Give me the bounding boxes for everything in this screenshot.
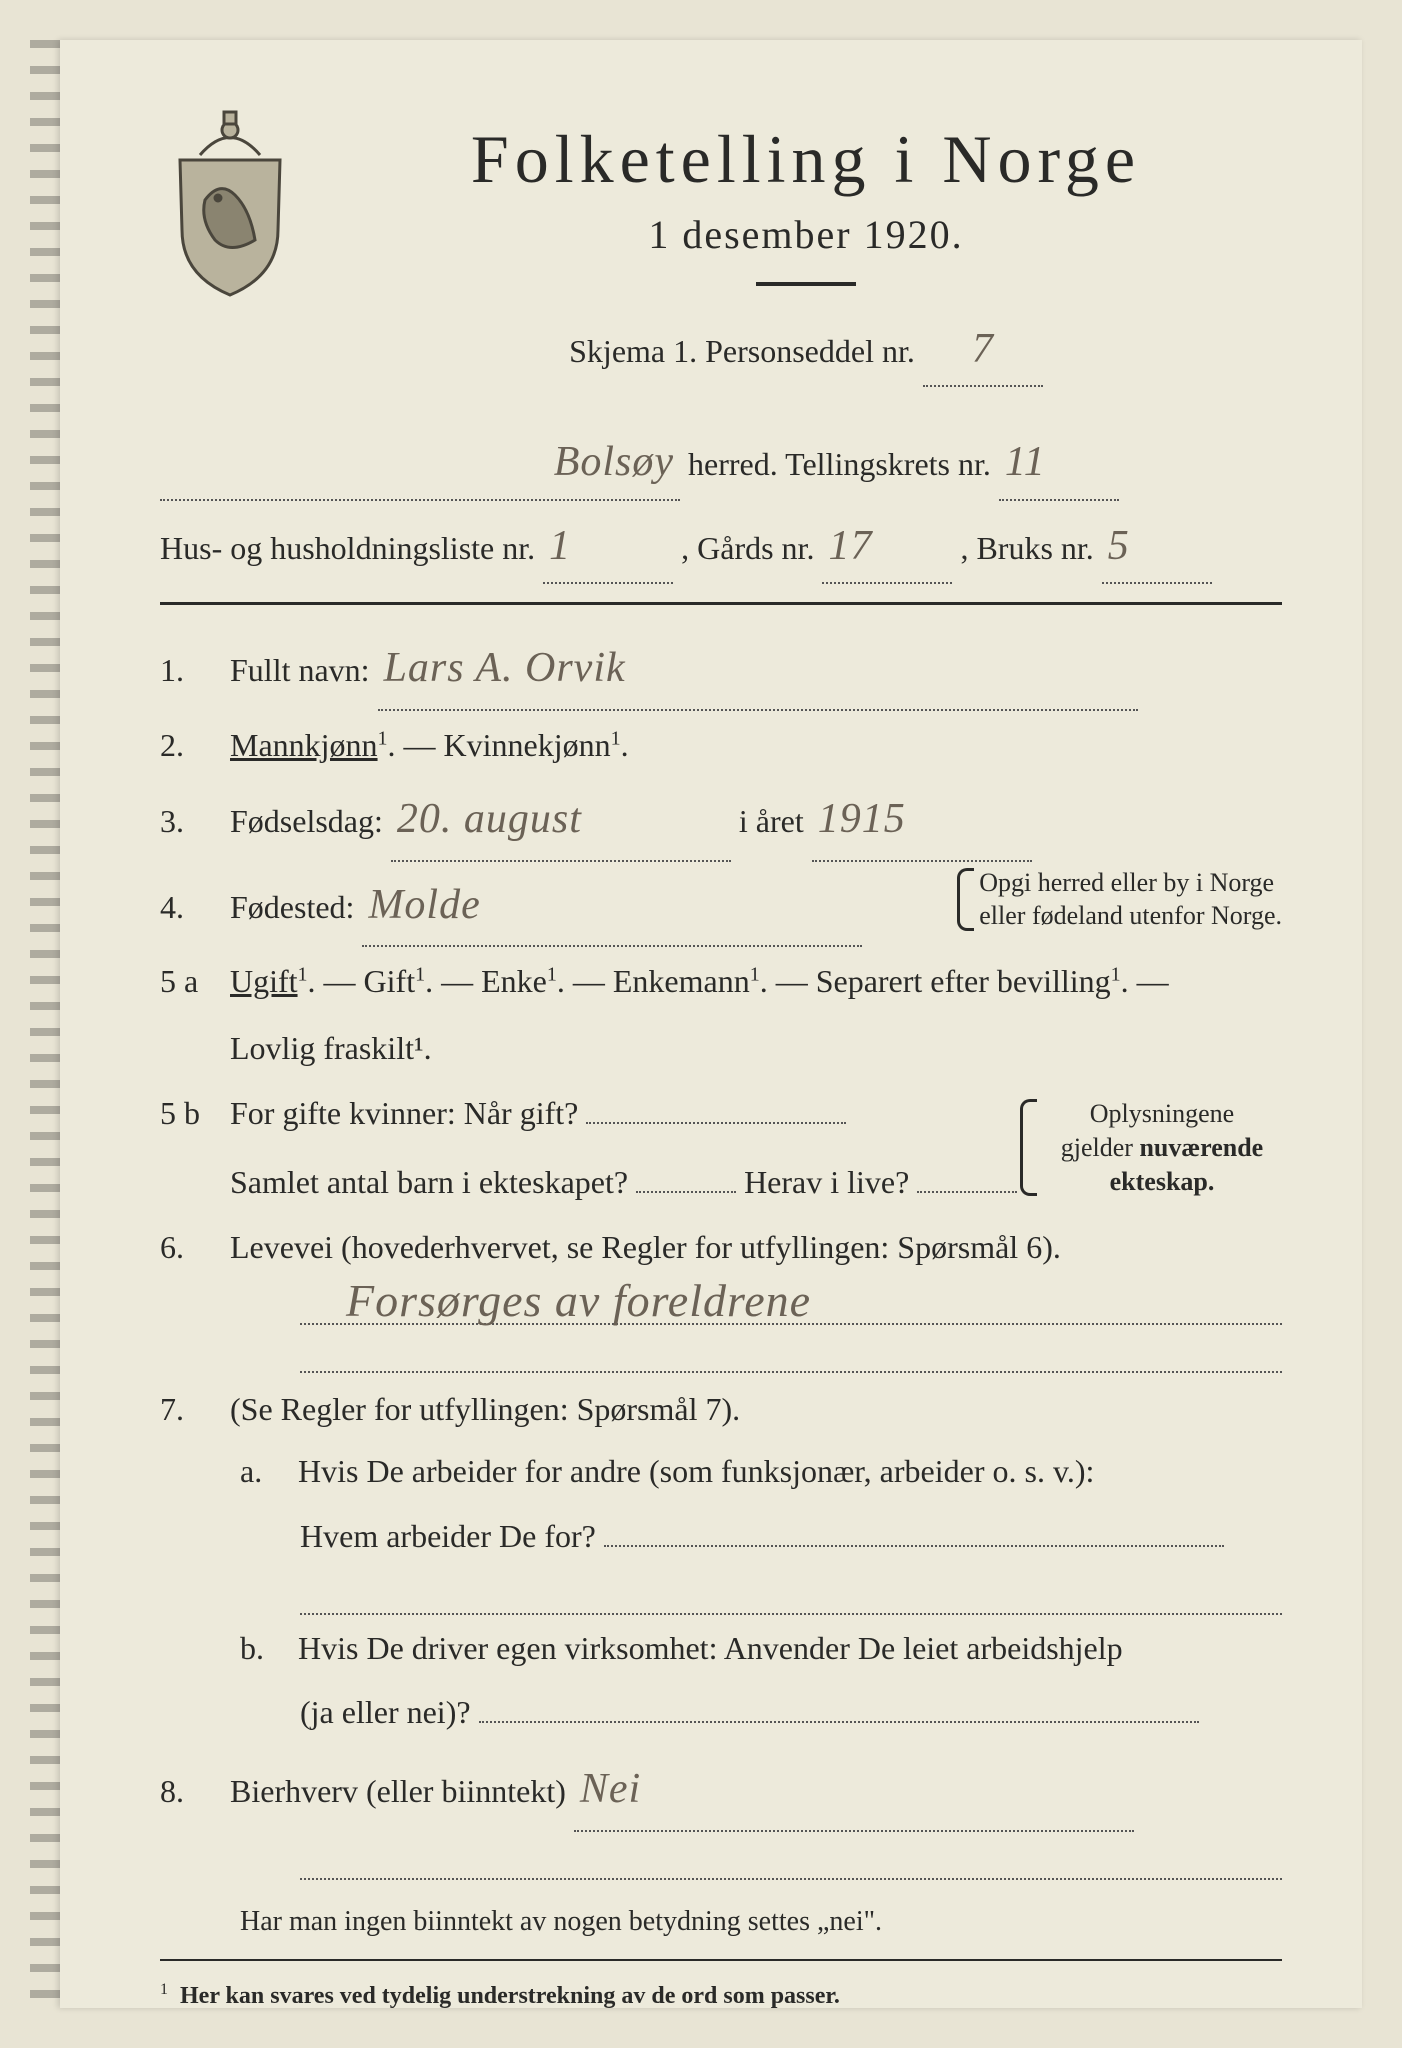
header: Folketelling i Norge 1 desember 1920. Sk…	[160, 100, 1282, 397]
question-8: 8. Bierhverv (eller biinntekt) Nei	[160, 1750, 1282, 1832]
footnote: 1 Her kan svares ved tydelig understrekn…	[160, 1981, 1282, 2010]
q2-mann: Mannkjønn	[230, 727, 378, 763]
q7a-fill	[300, 1573, 1282, 1615]
herred-name: Bolsøy	[548, 439, 680, 485]
personseddel-nr: 7	[966, 326, 1000, 372]
q4-note: Opgi herred eller by i Norge eller fødel…	[957, 866, 1282, 934]
question-6: 6. Levevei (hovederhvervet, se Regler fo…	[160, 1217, 1282, 1278]
qnum-5a: 5 a	[160, 951, 230, 1012]
question-5a: 5 a Ugift1. — Gift1. — Enke1. — Enkemann…	[160, 951, 1282, 1079]
q5b-note-l1: Oplysningene	[1042, 1097, 1282, 1131]
q5b-l2a: Samlet antal barn i ekteskapet?	[230, 1164, 628, 1200]
q4-note-l2: eller fødeland utenfor Norge.	[979, 899, 1282, 933]
gards-label: , Gårds nr.	[681, 530, 814, 566]
husliste-label: Hus- og husholdningsliste nr.	[160, 530, 535, 566]
q4-note-l1: Opgi herred eller by i Norge	[979, 866, 1282, 900]
footnote-marker: 1	[160, 1981, 168, 1998]
bruks-label: , Bruks nr.	[960, 530, 1093, 566]
q3-label-a: Fødselsdag:	[230, 803, 383, 839]
husliste-line: Hus- og husholdningsliste nr. 1 , Gårds …	[160, 511, 1282, 584]
q3-year: 1915	[812, 796, 912, 842]
document-page: Folketelling i Norge 1 desember 1920. Sk…	[60, 40, 1362, 2008]
question-7b-line2: (ja eller nei)?	[300, 1685, 1282, 1739]
title-block: Folketelling i Norge 1 desember 1920. Sk…	[330, 100, 1282, 397]
qnum-8: 8.	[160, 1761, 230, 1822]
question-2: 2. Mannkjønn1. — Kvinnekjønn1.	[160, 715, 1282, 776]
q8-fill	[300, 1838, 1282, 1880]
herred-label: herred. Tellingskrets nr.	[688, 446, 991, 482]
q8-value: Nei	[574, 1766, 647, 1812]
herred-line: Bolsøy herred. Tellingskrets nr. 11	[160, 427, 1282, 500]
gards-nr: 17	[822, 523, 878, 569]
qnum-4: 4.	[160, 877, 230, 938]
bruks-nr: 5	[1102, 523, 1136, 569]
q3-label-b: i året	[739, 803, 804, 839]
coat-of-arms-icon	[160, 100, 300, 300]
q5a-line2: Lovlig fraskilt¹.	[230, 1018, 1282, 1079]
qnum-7: 7.	[160, 1379, 230, 1440]
content-area: Folketelling i Norge 1 desember 1920. Sk…	[60, 40, 1362, 2040]
tellingskrets-nr: 11	[999, 439, 1052, 485]
q6-label: Levevei (hovederhvervet, se Regler for u…	[230, 1229, 1061, 1265]
q5a-ugift: Ugift	[230, 963, 298, 999]
question-7a-line2: Hvem arbeider De for?	[300, 1509, 1282, 1563]
question-7b: b. Hvis De driver egen virksomhet: Anven…	[240, 1621, 1282, 1675]
q7b-l1: Hvis De driver egen virksomhet: Anvender…	[298, 1630, 1123, 1666]
q2-kvinne: . — Kvinnekjønn	[388, 727, 611, 763]
q5b-note-l2: gjelder nuværende	[1042, 1131, 1282, 1165]
q7a-l2: Hvem arbeider De for?	[300, 1518, 596, 1554]
q7a-letter: a.	[240, 1444, 290, 1498]
title-divider	[756, 282, 856, 286]
q5b-note-l3: ekteskap.	[1042, 1165, 1282, 1199]
q8-label: Bierhverv (eller biinntekt)	[230, 1773, 566, 1809]
q7b-letter: b.	[240, 1621, 290, 1675]
qnum-6: 6.	[160, 1217, 230, 1278]
q5b-l2b: Herav i live?	[744, 1164, 909, 1200]
q7-label: (Se Regler for utfyllingen: Spørsmål 7).	[230, 1391, 740, 1427]
question-7: 7. (Se Regler for utfyllingen: Spørsmål …	[160, 1379, 1282, 1440]
q5b-l1: For gifte kvinner: Når gift?	[230, 1095, 578, 1131]
q3-day: 20. august	[391, 796, 588, 842]
qnum-2: 2.	[160, 715, 230, 776]
skjema-label: Skjema 1. Personseddel nr.	[569, 333, 915, 369]
q1-value: Lars A. Orvik	[378, 645, 632, 691]
question-3: 3. Fødselsdag: 20. august i året 1915	[160, 780, 1282, 862]
main-title: Folketelling i Norge	[330, 120, 1282, 199]
subtitle: 1 desember 1920.	[330, 211, 1282, 258]
husliste-nr: 1	[543, 523, 577, 569]
qnum-3: 3.	[160, 791, 230, 852]
q7b-l2: (ja eller nei)?	[300, 1694, 471, 1730]
question-1: 1. Fullt navn: Lars A. Orvik	[160, 629, 1282, 711]
qnum-5b: 5 b	[160, 1083, 230, 1144]
q6-value: Forsørges av foreldrene	[340, 1274, 817, 1327]
q4-value: Molde	[362, 882, 486, 928]
note-8: Har man ingen biinntekt av nogen betydni…	[240, 1898, 1282, 1946]
q6-fill-1: Forsørges av foreldrene	[300, 1283, 1282, 1325]
q7a-l1: Hvis De arbeider for andre (som funksjon…	[298, 1453, 1094, 1489]
question-5b: 5 b For gifte kvinner: Når gift? Samlet …	[160, 1083, 1282, 1213]
question-7a: a. Hvis De arbeider for andre (som funks…	[240, 1444, 1282, 1498]
divider-bottom	[160, 1959, 1282, 1961]
sup-1a: 1	[378, 727, 388, 749]
q1-label: Fullt navn:	[230, 652, 370, 688]
divider-1	[160, 602, 1282, 605]
binding-edge	[30, 40, 60, 2008]
sup-1b: 1	[611, 727, 621, 749]
q5b-note: Oplysningene gjelder nuværende ekteskap.	[1020, 1097, 1282, 1198]
q4-label: Fødested:	[230, 889, 354, 925]
qnum-1: 1.	[160, 640, 230, 701]
q6-fill-2	[300, 1331, 1282, 1373]
question-4: 4. Fødested: Molde Opgi herred eller by …	[160, 866, 1282, 948]
skjema-line: Skjema 1. Personseddel nr. 7	[330, 314, 1282, 387]
footnote-text: Her kan svares ved tydelig understreknin…	[180, 1983, 840, 2009]
